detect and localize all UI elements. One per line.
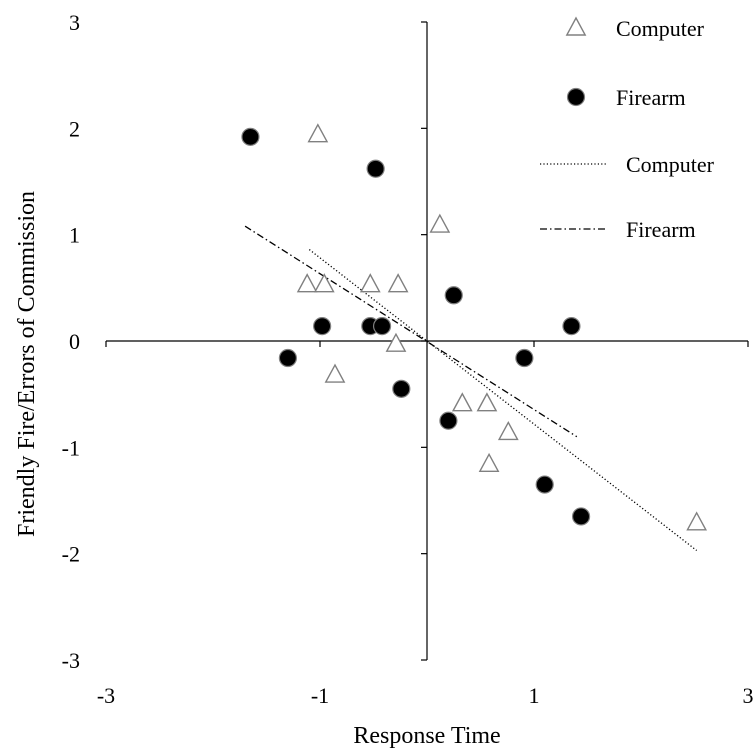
computer-data-point <box>387 273 409 293</box>
axes: -3 -2 -1 0 1 2 3 -3 -1 1 3 <box>62 10 754 708</box>
computer-data-point <box>497 420 519 441</box>
firearm-data-point <box>241 127 260 146</box>
legend-label-firearm: Firearm <box>626 217 696 242</box>
y-tick-label: -3 <box>62 648 80 673</box>
firearm-data-point <box>515 348 534 368</box>
y-tick-label: 3 <box>69 10 80 35</box>
computer-data-point <box>478 452 500 473</box>
computer-data-point <box>296 273 318 293</box>
computer-data-point <box>324 363 346 383</box>
legend-symbol-firearm <box>566 87 586 107</box>
computer-data-point <box>313 273 335 293</box>
firearm-data-point <box>571 507 591 526</box>
trendlines <box>244 225 698 551</box>
firearm-data-point <box>535 475 554 494</box>
computer-data-point <box>686 511 708 531</box>
legend-symbol-computer <box>565 16 587 36</box>
y-tick-label: 1 <box>69 223 80 248</box>
legend: Computer Firearm Computer Firearm <box>540 16 715 242</box>
firearm-data-point <box>444 286 463 305</box>
y-tick-label: 2 <box>69 116 80 141</box>
legend-label-firearm: Firearm <box>616 85 686 110</box>
y-tick-label: 0 <box>69 329 80 354</box>
data-points <box>241 123 708 531</box>
computer-data-point <box>385 332 407 352</box>
firearm-data-point <box>372 317 392 336</box>
y-tick-label: -1 <box>62 435 80 460</box>
x-tick-label: 1 <box>529 683 540 708</box>
trendline-computer <box>308 249 698 551</box>
x-tick-label: -1 <box>311 683 329 708</box>
trendline-firearm <box>244 225 578 438</box>
legend-label-computer: Computer <box>626 152 715 177</box>
x-tick-label: -3 <box>97 683 115 708</box>
computer-data-point <box>359 273 381 293</box>
firearm-data-point <box>313 317 332 336</box>
computer-data-point <box>429 213 451 233</box>
y-tick-label: -2 <box>62 542 80 567</box>
firearm-data-point <box>439 411 458 430</box>
y-axis-label: Friendly Fire/Errors of Commission <box>14 191 40 537</box>
firearm-data-point <box>392 379 411 398</box>
computer-data-point <box>307 123 329 143</box>
firearm-data-point <box>562 317 581 336</box>
firearm-data-point <box>366 159 385 178</box>
legend-label-computer: Computer <box>616 16 705 41</box>
computer-data-point <box>476 392 498 412</box>
computer-data-point <box>451 392 473 412</box>
x-tick-label: 3 <box>743 683 754 708</box>
firearm-data-point <box>278 348 297 368</box>
x-axis-label: Response Time <box>353 723 500 749</box>
